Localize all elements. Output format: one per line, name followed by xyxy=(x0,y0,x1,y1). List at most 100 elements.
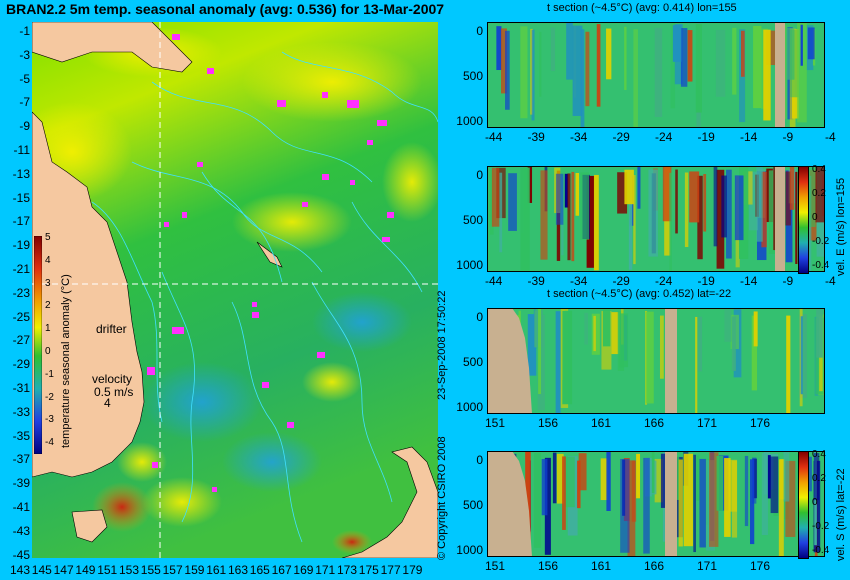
section-x-tick: -39 xyxy=(527,274,545,288)
lon-tick-label: 161 xyxy=(206,563,227,577)
velocity-colorbar-tick: -0.2 xyxy=(812,521,830,532)
section-x-tick: -4 xyxy=(825,130,836,144)
velocity-colorbar-tick: 0 xyxy=(812,212,818,223)
lat-tick-label: -43 xyxy=(12,523,30,538)
section-depth-tick: 0 xyxy=(476,24,483,38)
png-land xyxy=(32,22,193,73)
section-depth-tick: 500 xyxy=(462,355,483,369)
lon-tick-label: 171 xyxy=(315,563,336,577)
lat-tick-label: -29 xyxy=(12,357,30,372)
map-colorbar-tick: 0 xyxy=(45,346,51,357)
lat-tick-label: -9 xyxy=(19,119,30,134)
section-depth-tick: 1000 xyxy=(456,258,483,272)
lon-tick-label: 143 xyxy=(10,563,31,577)
lat-tick-label: -15 xyxy=(12,190,30,205)
map-colorbar-tick: 3 xyxy=(45,277,51,289)
lat-tick-label: -17 xyxy=(12,214,30,229)
velocity-colorbar-tick: 0.4 xyxy=(812,164,826,175)
lon-tick-label: 175 xyxy=(358,563,379,577)
velocity-colorbar-tick: -0.4 xyxy=(812,545,830,556)
section-x-tick: -24 xyxy=(655,274,673,288)
section-panel-2[interactable] xyxy=(487,166,825,272)
section-depth-tick: 500 xyxy=(462,498,483,512)
lat-tick-label: -37 xyxy=(12,452,30,467)
section-x-tick: 151 xyxy=(485,416,506,430)
map-colorbar-label: temperature seasonal anomaly (°C) xyxy=(60,274,72,448)
section-x-tick: -9 xyxy=(782,130,794,144)
section-depth-tick: 0 xyxy=(476,310,483,324)
section-x-tick: -34 xyxy=(570,130,588,144)
lon-tick-label: 159 xyxy=(184,563,205,577)
section-x-tick: 161 xyxy=(591,559,612,573)
section-depth-tick: 500 xyxy=(462,213,483,227)
lon-tick-label: 153 xyxy=(119,563,140,577)
section-x-tick: 151 xyxy=(485,559,506,573)
section-x-tick: 176 xyxy=(750,559,771,573)
section-x-tick: -44 xyxy=(485,130,503,144)
lat-tick-label: -27 xyxy=(12,333,30,348)
lat-tick-label: -25 xyxy=(12,309,30,324)
map-colorbar-tick: 2 xyxy=(45,300,51,312)
map-title: BRAN2.2 5m temp. seasonal anomaly (avg: … xyxy=(6,1,445,17)
lat-tick-label: -23 xyxy=(12,285,30,300)
lon-tick-label: 165 xyxy=(249,563,270,577)
section-side-label: vel. S (m/s) lat=-22 xyxy=(835,468,847,561)
map-colorbar-tick: -4 xyxy=(45,437,54,449)
map-colorbar xyxy=(34,236,42,454)
velocity-colorbar-tick: 0.4 xyxy=(812,449,826,460)
velocity-colorbar-tick: -0.4 xyxy=(812,260,830,271)
lat-tick-label: -35 xyxy=(12,428,30,443)
lon-tick-label: 149 xyxy=(75,563,96,577)
map-colorbar-tick: -2 xyxy=(45,391,54,403)
section-x-tick: 171 xyxy=(697,416,718,430)
map-colorbar-tick: 4 xyxy=(45,254,51,266)
lon-tick-label: 177 xyxy=(380,563,401,577)
new-zealand-land xyxy=(341,446,438,558)
lon-tick-label: 167 xyxy=(271,563,292,577)
lon-tick-label: 147 xyxy=(53,563,74,577)
lat-tick-label: -31 xyxy=(12,381,30,395)
section-x-tick: -39 xyxy=(527,130,545,144)
lon-tick-label: 145 xyxy=(31,563,52,577)
section-x-tick: -9 xyxy=(782,274,794,288)
lat-tick-label: -39 xyxy=(12,476,30,491)
section-depth-tick: 0 xyxy=(476,168,483,182)
lon-tick-label: 155 xyxy=(140,563,161,577)
lat-tick-label: -7 xyxy=(19,95,30,110)
section-x-tick: 156 xyxy=(538,416,559,430)
velocity-colorbar-tick: -0.2 xyxy=(812,236,830,247)
section-x-tick: -19 xyxy=(697,274,715,288)
lon-tick-label: 179 xyxy=(402,563,423,577)
lat-tick-label: -13 xyxy=(12,166,30,181)
lat-tick-label: -19 xyxy=(12,238,30,253)
map-colorbar-tick: -3 xyxy=(45,414,54,426)
lat-tick-label: -33 xyxy=(12,404,30,419)
map-colorbar-tick: 1 xyxy=(45,323,51,335)
section-panel-4[interactable] xyxy=(487,451,825,557)
drifter-label: drifter xyxy=(96,322,127,336)
section-x-tick: 156 xyxy=(538,559,559,573)
timestamp-text: 23-Sep-2008 17:50:22 xyxy=(436,290,448,400)
velocity-colorbar-tick: 0 xyxy=(812,497,818,508)
velocity-subscale: 4 xyxy=(104,396,111,410)
velocity-colorbar xyxy=(798,451,809,559)
velocity-scale: 0.5 m/s xyxy=(94,385,134,399)
lon-tick-label: 157 xyxy=(162,563,183,577)
section-depth-tick: 1000 xyxy=(456,543,483,557)
section-panel-3[interactable] xyxy=(487,308,825,414)
section-x-tick: -29 xyxy=(612,274,630,288)
tasmania-land xyxy=(71,509,108,543)
bathymetry-contours xyxy=(91,51,438,543)
section-depth-tick: 1000 xyxy=(456,400,483,414)
drifter-markers xyxy=(147,34,394,492)
section-panel-title: t section (~4.5°C) (avg: 0.452) lat=-22 xyxy=(547,288,732,300)
section-x-tick: -19 xyxy=(697,130,715,144)
lon-tick-label: 173 xyxy=(337,563,358,577)
section-panel-1[interactable] xyxy=(487,22,825,128)
section-x-tick: -34 xyxy=(570,274,588,288)
copyright-text: © Copyright CSIRO 2008 xyxy=(436,436,448,560)
lat-tick-label: -21 xyxy=(12,262,30,276)
velocity-colorbar-tick: 0.2 xyxy=(812,473,826,484)
lon-tick-label: 169 xyxy=(293,563,314,577)
anomaly-map[interactable] xyxy=(32,22,438,558)
